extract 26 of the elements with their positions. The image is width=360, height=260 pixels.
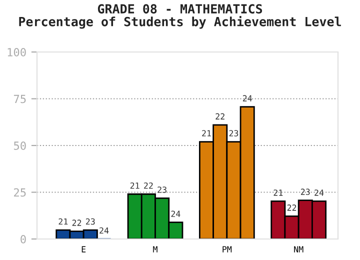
series-label: 24 [171, 210, 180, 217]
x-tick-label: PM [222, 246, 232, 252]
x-tick-label: M [153, 246, 158, 252]
y-tick-label: 0 [20, 235, 26, 244]
text: 23 [86, 218, 95, 225]
y-tick-label: 75 [14, 94, 26, 104]
text: 22 [216, 113, 224, 120]
text: 23 [300, 188, 310, 195]
y-tick-label: 50 [14, 142, 26, 150]
series-label: 21 [274, 190, 283, 196]
text: 24 [242, 95, 252, 102]
text: 22 [144, 182, 153, 189]
x-tick-label: NM [294, 246, 304, 252]
text: 21 [130, 182, 140, 189]
text: 24 [314, 190, 324, 196]
y-tick-label: 25 [14, 188, 26, 197]
text: 21 [58, 218, 68, 225]
series-label: 23 [229, 130, 238, 136]
x-tick-label: E [82, 246, 86, 252]
text: 23 [158, 186, 166, 193]
text: 22 [72, 220, 82, 226]
chart-title: GRADE 08 - MATHEMATICS Percentage of Students by Achievement Level [19, 4, 341, 29]
series-label: 22 [287, 204, 296, 211]
text: 24 [100, 227, 109, 234]
text: 21 [202, 130, 211, 136]
y-tick-label: 100 [8, 48, 26, 56]
